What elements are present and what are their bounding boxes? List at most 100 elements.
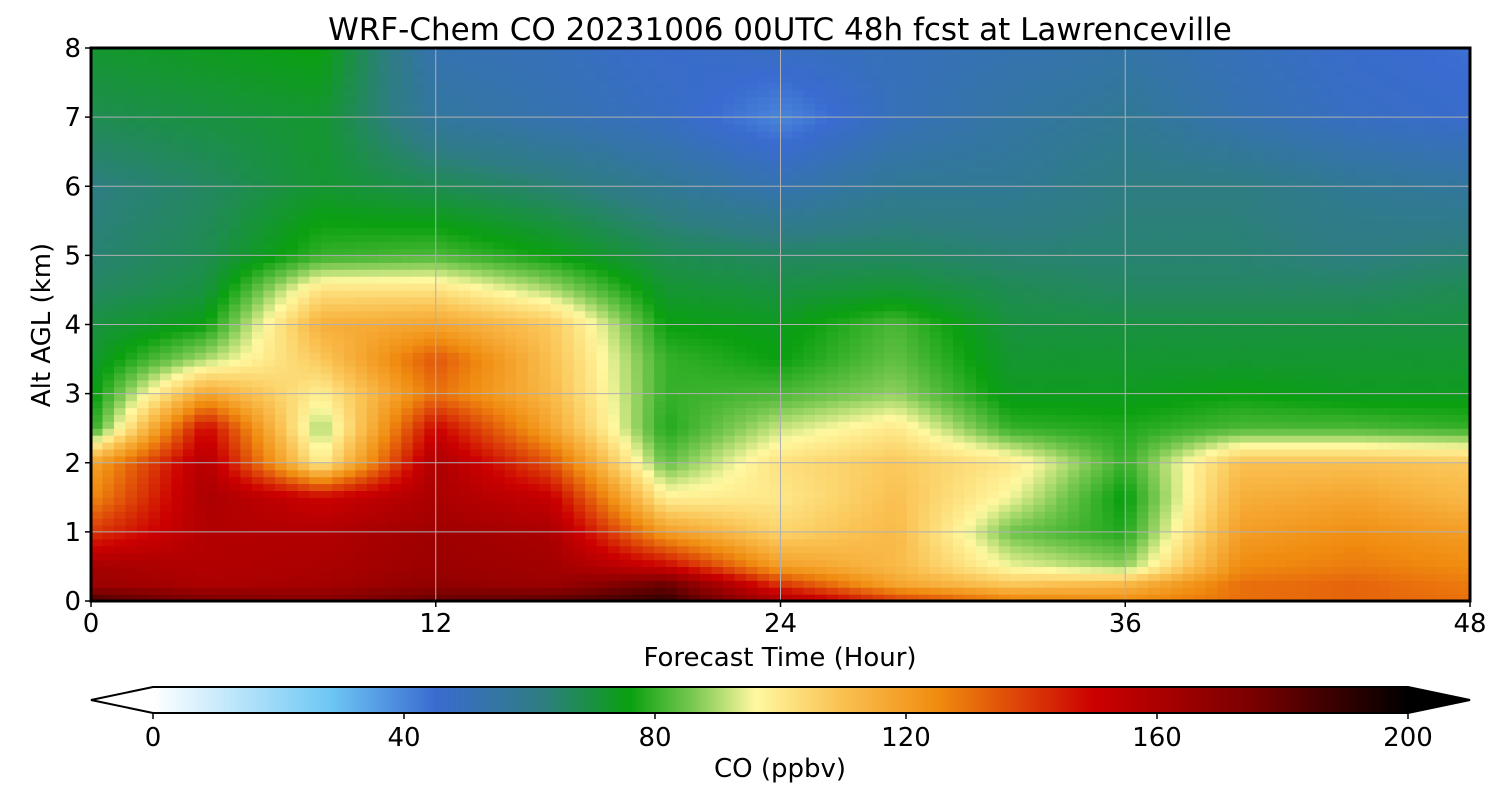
heatmap-cell [1125,414,1138,422]
heatmap-cell [837,317,851,326]
heatmap-cell [1148,511,1161,519]
heatmap-cell [332,386,345,395]
heatmap-cell [1228,531,1241,540]
heatmap-cell [734,386,747,395]
heatmap-cell [1136,324,1149,333]
heatmap-cell [309,448,322,457]
heatmap-cell [700,448,713,457]
heatmap-cell [355,379,368,388]
heatmap-cell [1366,317,1379,326]
heatmap-cell [952,573,965,581]
heatmap-cell [573,414,586,422]
heatmap-cell [562,490,575,498]
heatmap-cell [1056,594,1069,601]
heatmap-cell [608,428,621,436]
heatmap-cell [332,559,345,568]
heatmap-cell [1274,469,1287,478]
heatmap-cell [1343,407,1356,415]
heatmap-cell [1171,580,1184,588]
heatmap-cell [1263,379,1276,388]
heatmap-cell [447,345,460,353]
heatmap-cell [1424,421,1437,429]
heatmap-cell [780,573,793,581]
heatmap-cell [780,594,793,601]
heatmap-cell [1217,359,1230,367]
heatmap-cell [619,580,632,588]
heatmap-cell [929,476,942,485]
heatmap-cell [688,324,701,333]
heatmap-cell [860,317,874,326]
heatmap-cell [1033,538,1046,547]
heatmap-cell [286,359,299,367]
heatmap-cell [596,469,609,478]
heatmap-cell [1090,504,1103,512]
heatmap-cell [1309,490,1322,498]
heatmap-cell [769,455,782,464]
heatmap-cell [343,511,356,519]
heatmap-cell [814,421,828,429]
heatmap-cell [1297,469,1310,478]
heatmap-cell [1159,483,1172,491]
heatmap-cell [1125,448,1138,457]
heatmap-cell [929,573,942,581]
heatmap-cell [527,573,540,581]
heatmap-cell [1056,414,1069,422]
heatmap-cell [412,490,425,498]
heatmap-cell [1056,504,1069,512]
heatmap-cell [1286,317,1299,326]
heatmap-cell [1263,518,1276,526]
heatmap-cell [125,573,138,581]
heatmap-cell [711,504,724,512]
heatmap-cell [1171,455,1184,464]
heatmap-cell [320,504,333,512]
heatmap-cell [1320,538,1333,547]
heatmap-cell [493,594,506,601]
heatmap-cell [401,407,414,415]
heatmap-cell [171,414,184,422]
heatmap-cell [412,352,425,360]
heatmap-cell [1171,352,1184,360]
heatmap-cell [814,442,828,450]
heatmap-cell [309,490,322,498]
heatmap-cell [665,428,678,436]
heatmap-cell [1217,524,1230,533]
heatmap-cell [746,552,759,561]
heatmap-cell [746,580,759,588]
heatmap-cell [1447,462,1460,471]
heatmap-cell [918,359,931,367]
heatmap-cell [700,497,713,505]
heatmap-cell [1332,379,1345,388]
heatmap-cell [757,545,770,554]
heatmap-cell [263,448,276,457]
heatmap-cell [1435,573,1448,581]
heatmap-cell [1148,538,1161,547]
heatmap-cell [1251,455,1264,464]
heatmap-cell [941,511,954,519]
heatmap-cell [1378,545,1391,554]
heatmap-cell [182,310,196,319]
heatmap-cell [274,594,287,601]
heatmap-cell [297,331,310,339]
heatmap-cell [320,393,333,402]
heatmap-cell [1205,594,1218,601]
heatmap-cell [343,531,356,540]
heatmap-cell [1412,580,1425,588]
heatmap-cell [1159,566,1172,574]
heatmap-cell [343,552,356,561]
heatmap-cell [458,552,471,561]
heatmap-cell [1159,538,1172,547]
heatmap-cell [1067,345,1080,353]
heatmap-cell [539,580,552,588]
heatmap-cell [550,462,563,471]
heatmap-cell [1332,372,1345,381]
heatmap-cell [1355,462,1368,471]
heatmap-cell [860,497,874,505]
heatmap-cell [240,448,253,457]
heatmap-cell [1355,580,1368,588]
heatmap-cell [895,352,908,360]
heatmap-cell [286,462,299,471]
heatmap-cell [1228,365,1241,374]
heatmap-cell [791,435,805,443]
heatmap-cell [389,511,402,519]
heatmap-cell [194,538,207,547]
